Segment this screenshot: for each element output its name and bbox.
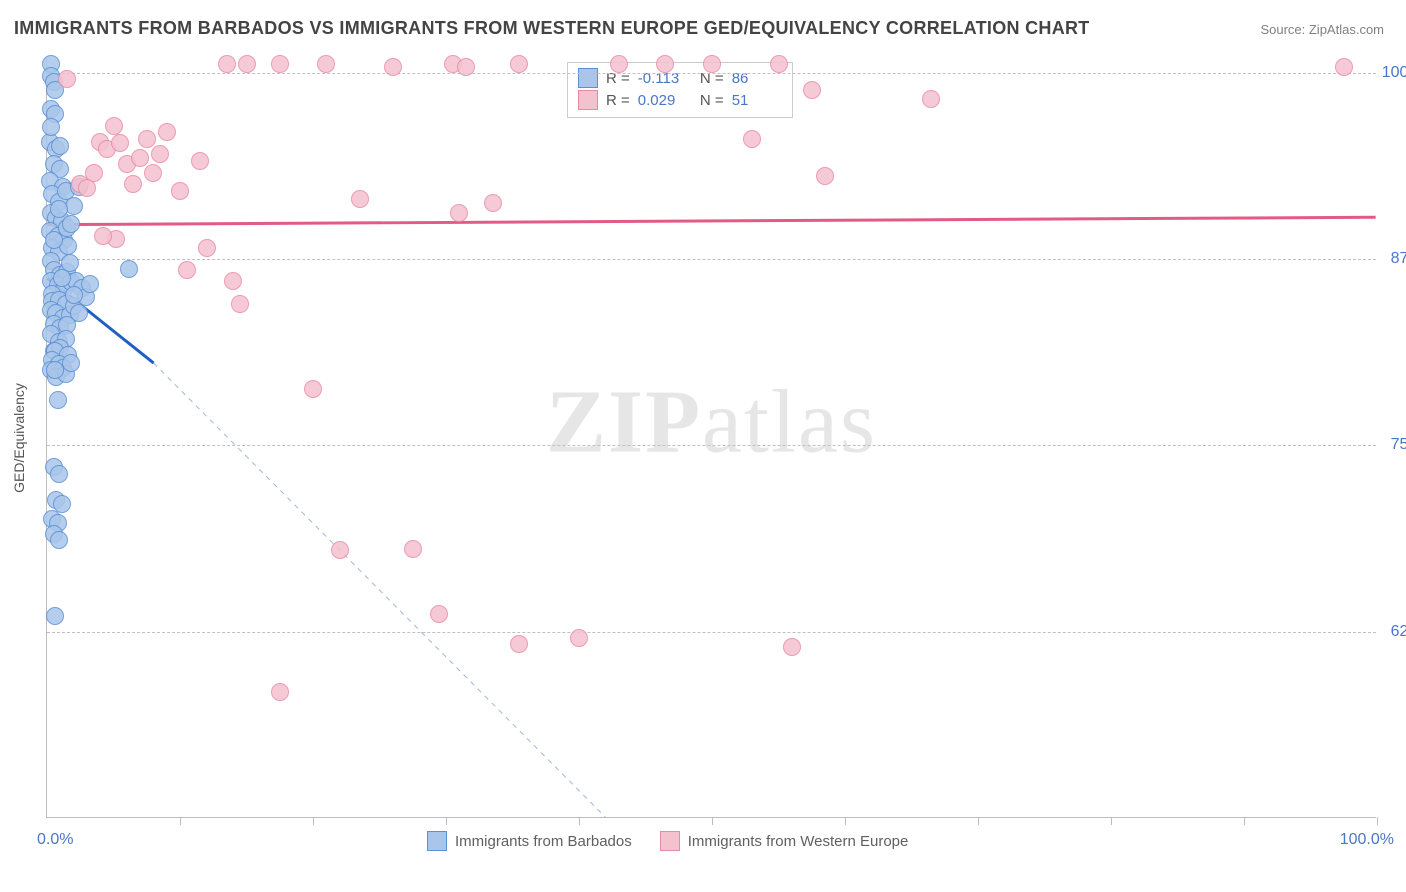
data-point bbox=[331, 541, 349, 559]
data-point bbox=[138, 130, 156, 148]
data-point bbox=[105, 117, 123, 135]
y-tick-label: 87.5% bbox=[1380, 250, 1406, 268]
series-legend: Immigrants from Barbados Immigrants from … bbox=[427, 831, 908, 851]
data-point bbox=[50, 531, 68, 549]
y-tick-label: 75.0% bbox=[1380, 436, 1406, 454]
data-point bbox=[304, 380, 322, 398]
legend-stat-row: R = 0.029 N = 51 bbox=[578, 89, 782, 111]
gridline bbox=[47, 445, 1376, 446]
data-point bbox=[703, 55, 721, 73]
legend-series-name: Immigrants from Western Europe bbox=[688, 833, 909, 850]
data-point bbox=[49, 391, 67, 409]
x-tick bbox=[313, 817, 314, 825]
gridline bbox=[47, 632, 1376, 633]
data-point bbox=[384, 58, 402, 76]
regression-line bbox=[47, 217, 1375, 224]
correlation-legend: R =-0.113 N =86 R = 0.029 N = 51 bbox=[567, 62, 793, 118]
data-point bbox=[610, 55, 628, 73]
data-point bbox=[53, 269, 71, 287]
data-point bbox=[158, 123, 176, 141]
data-point bbox=[271, 683, 289, 701]
chart-title: IMMIGRANTS FROM BARBADOS VS IMMIGRANTS F… bbox=[14, 18, 1090, 39]
data-point bbox=[743, 130, 761, 148]
data-point bbox=[62, 215, 80, 233]
legend-swatch bbox=[660, 831, 680, 851]
data-point bbox=[58, 70, 76, 88]
data-point bbox=[317, 55, 335, 73]
legend-series-name: Immigrants from Barbados bbox=[455, 833, 632, 850]
data-point bbox=[124, 175, 142, 193]
x-tick bbox=[845, 817, 846, 825]
legend-item: Immigrants from Barbados bbox=[427, 831, 632, 851]
legend-item: Immigrants from Western Europe bbox=[660, 831, 909, 851]
data-point bbox=[65, 286, 83, 304]
x-tick bbox=[446, 817, 447, 825]
legend-swatch bbox=[578, 90, 598, 110]
data-point bbox=[803, 81, 821, 99]
data-point bbox=[94, 227, 112, 245]
data-point bbox=[231, 295, 249, 313]
data-point bbox=[191, 152, 209, 170]
data-point bbox=[271, 55, 289, 73]
chart-svg-layer bbox=[47, 58, 1376, 817]
x-axis-min-label: 0.0% bbox=[37, 831, 73, 849]
data-point bbox=[218, 55, 236, 73]
legend-stat-row: R =-0.113 N =86 bbox=[578, 67, 782, 89]
data-point bbox=[70, 304, 88, 322]
legend-r-value: 0.029 bbox=[638, 92, 688, 109]
x-tick bbox=[978, 817, 979, 825]
data-point bbox=[171, 182, 189, 200]
data-point bbox=[404, 540, 422, 558]
regression-extension bbox=[154, 363, 606, 817]
y-tick-label: 62.5% bbox=[1380, 623, 1406, 641]
data-point bbox=[51, 137, 69, 155]
x-tick bbox=[1111, 817, 1112, 825]
data-point bbox=[484, 194, 502, 212]
data-point bbox=[46, 607, 64, 625]
data-point bbox=[770, 55, 788, 73]
data-point bbox=[50, 465, 68, 483]
data-point bbox=[457, 58, 475, 76]
chart-plot-area: GED/Equivalency ZIPatlas R =-0.113 N =86… bbox=[46, 58, 1376, 818]
y-tick-label: 100.0% bbox=[1380, 64, 1406, 82]
data-point bbox=[816, 167, 834, 185]
data-point bbox=[178, 261, 196, 279]
data-point bbox=[430, 605, 448, 623]
data-point bbox=[81, 275, 99, 293]
legend-n-label: N = bbox=[696, 92, 724, 109]
data-point bbox=[922, 90, 940, 108]
legend-swatch bbox=[578, 68, 598, 88]
data-point bbox=[120, 260, 138, 278]
data-point bbox=[450, 204, 468, 222]
gridline bbox=[47, 259, 1376, 260]
source-attribution: Source: ZipAtlas.com bbox=[1260, 22, 1384, 37]
x-axis-max-label: 100.0% bbox=[1340, 831, 1394, 849]
data-point bbox=[224, 272, 242, 290]
data-point bbox=[151, 145, 169, 163]
x-tick bbox=[1377, 817, 1378, 825]
data-point bbox=[111, 134, 129, 152]
legend-n-value: 51 bbox=[732, 92, 782, 109]
data-point bbox=[351, 190, 369, 208]
x-tick bbox=[712, 817, 713, 825]
x-tick bbox=[579, 817, 580, 825]
data-point bbox=[131, 149, 149, 167]
data-point bbox=[62, 354, 80, 372]
data-point bbox=[783, 638, 801, 656]
data-point bbox=[144, 164, 162, 182]
data-point bbox=[238, 55, 256, 73]
data-point bbox=[510, 55, 528, 73]
y-axis-title: GED/Equivalency bbox=[11, 383, 27, 493]
data-point bbox=[570, 629, 588, 647]
data-point bbox=[198, 239, 216, 257]
legend-r-label: R = bbox=[606, 92, 630, 109]
data-point bbox=[510, 635, 528, 653]
data-point bbox=[1335, 58, 1353, 76]
legend-swatch bbox=[427, 831, 447, 851]
x-tick bbox=[1244, 817, 1245, 825]
data-point bbox=[85, 164, 103, 182]
data-point bbox=[656, 55, 674, 73]
x-tick bbox=[180, 817, 181, 825]
data-point bbox=[42, 118, 60, 136]
